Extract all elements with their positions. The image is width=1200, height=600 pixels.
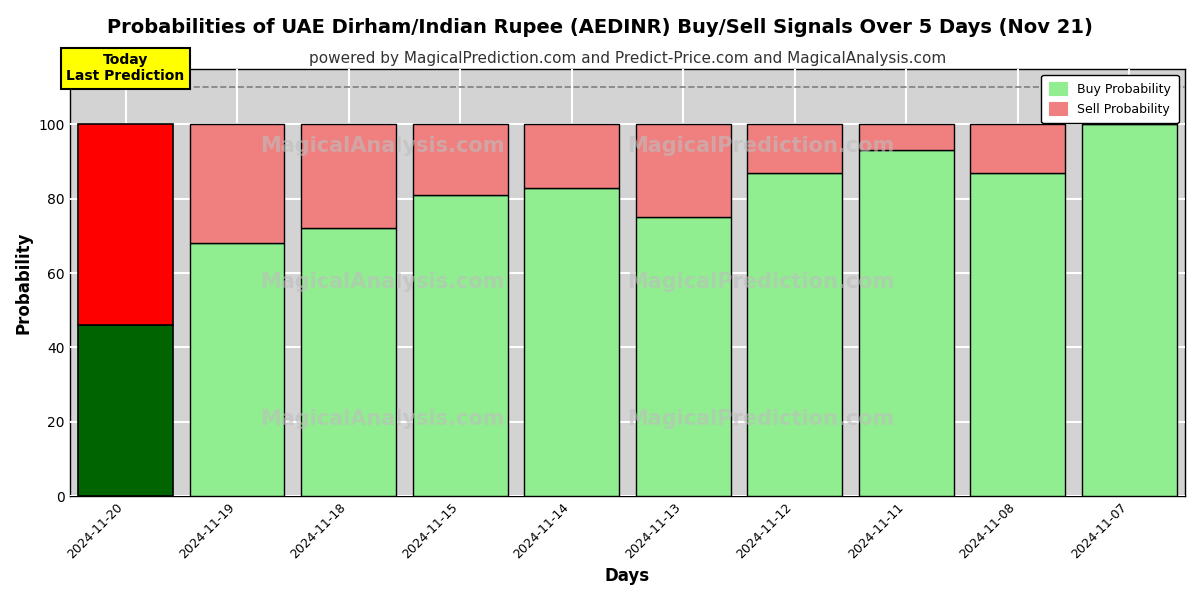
Bar: [413, 124, 508, 195]
Text: MagicalPrediction.com: MagicalPrediction.com: [628, 136, 895, 155]
Text: MagicalPrediction.com: MagicalPrediction.com: [628, 409, 895, 429]
Bar: [190, 124, 284, 244]
Bar: [301, 229, 396, 496]
Text: MagicalAnalysis.com: MagicalAnalysis.com: [260, 136, 504, 155]
Text: MagicalAnalysis.com: MagicalAnalysis.com: [260, 272, 504, 292]
Bar: [301, 124, 396, 229]
Bar: [859, 124, 954, 151]
Legend: Buy Probability, Sell Probability: Buy Probability, Sell Probability: [1042, 75, 1178, 124]
Bar: [971, 124, 1066, 173]
Bar: [748, 124, 842, 173]
Bar: [78, 124, 173, 325]
Text: MagicalPrediction.com: MagicalPrediction.com: [628, 272, 895, 292]
X-axis label: Days: Days: [605, 567, 650, 585]
Text: MagicalAnalysis.com: MagicalAnalysis.com: [260, 409, 504, 429]
Bar: [1082, 124, 1177, 496]
Bar: [636, 124, 731, 217]
Text: Today
Last Prediction: Today Last Prediction: [66, 53, 185, 83]
Bar: [413, 195, 508, 496]
Bar: [636, 217, 731, 496]
Title: powered by MagicalPrediction.com and Predict-Price.com and MagicalAnalysis.com: powered by MagicalPrediction.com and Pre…: [308, 51, 946, 66]
Bar: [524, 188, 619, 496]
Text: Probabilities of UAE Dirham/Indian Rupee (AEDINR) Buy/Sell Signals Over 5 Days (: Probabilities of UAE Dirham/Indian Rupee…: [107, 18, 1093, 37]
Bar: [78, 325, 173, 496]
Bar: [524, 124, 619, 188]
Bar: [748, 173, 842, 496]
Bar: [971, 173, 1066, 496]
Bar: [190, 244, 284, 496]
Y-axis label: Probability: Probability: [14, 231, 34, 334]
Bar: [859, 151, 954, 496]
